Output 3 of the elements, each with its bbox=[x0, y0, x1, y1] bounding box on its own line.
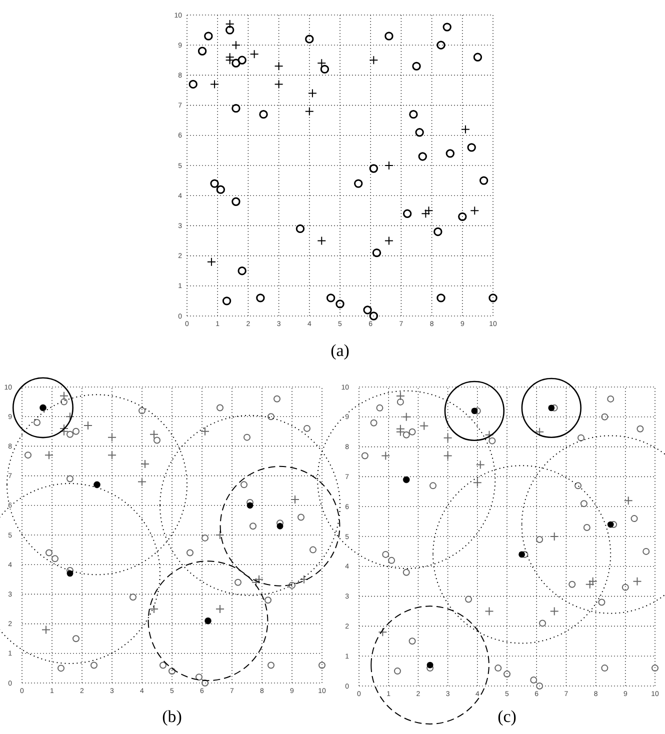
text: (c) bbox=[498, 707, 516, 726]
text: (a) bbox=[330, 341, 350, 360]
text: (b) bbox=[162, 707, 182, 726]
